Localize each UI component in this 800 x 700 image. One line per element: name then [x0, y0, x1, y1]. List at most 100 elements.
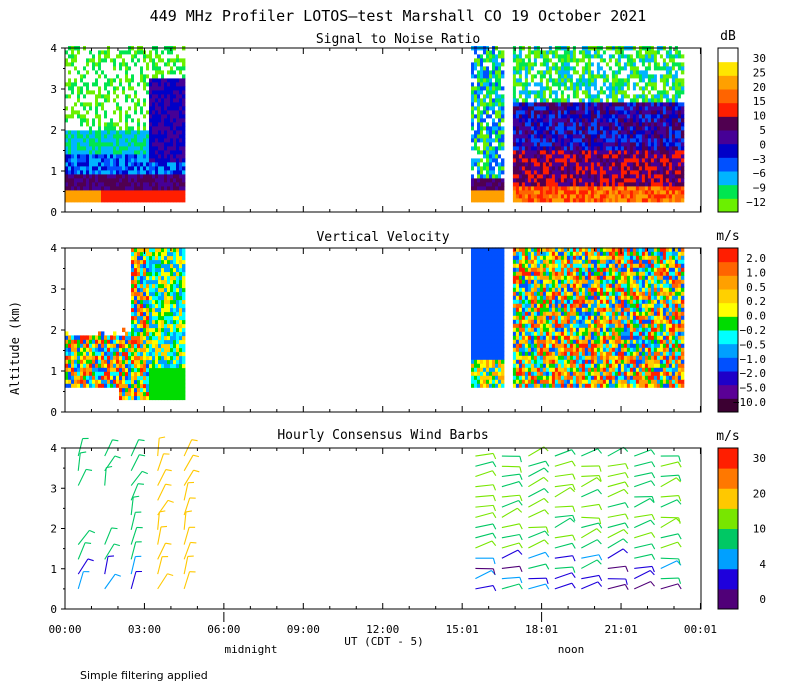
snr-cell — [605, 114, 610, 119]
snr-cell — [530, 54, 535, 59]
snr-cell — [80, 142, 84, 147]
snr-cell — [104, 114, 108, 119]
velocity-cell — [146, 303, 150, 309]
snr-cell — [566, 66, 571, 71]
snr-cell — [638, 110, 643, 115]
snr-cell — [104, 162, 108, 167]
velocity-cell — [68, 359, 72, 364]
snr-cell — [140, 74, 144, 79]
snr-cell — [83, 198, 87, 203]
snr-cell — [131, 198, 135, 203]
snr-cell — [77, 74, 81, 79]
snr-cell — [653, 186, 658, 191]
snr-cell — [647, 110, 652, 115]
velocity-cell — [65, 351, 69, 356]
snr-cell — [161, 126, 165, 131]
snr-cell — [590, 106, 595, 111]
velocity-cell — [134, 251, 138, 257]
snr-cell — [677, 174, 682, 179]
snr-cell — [74, 122, 78, 127]
snr-cell — [500, 150, 505, 155]
snr-cell — [611, 142, 616, 147]
snr-cell — [176, 66, 180, 71]
snr-cell — [596, 130, 601, 135]
snr-cell — [581, 74, 586, 79]
snr-cell — [611, 198, 616, 203]
snr-cell — [521, 62, 526, 67]
snr-cell — [536, 162, 541, 167]
snr-cell — [518, 178, 523, 183]
snr-cell — [476, 158, 481, 163]
snr-cell — [626, 82, 631, 87]
snr-cell — [572, 102, 577, 107]
snr-cell — [566, 62, 571, 67]
snr-cell — [620, 118, 625, 123]
snr-cell — [563, 134, 568, 139]
snr-cell — [143, 122, 147, 127]
snr-cell — [131, 162, 135, 167]
velocity-cell — [143, 283, 147, 289]
snr-cell — [149, 154, 153, 159]
snr-cell — [146, 170, 150, 175]
snr-cell — [173, 94, 177, 99]
snr-cell — [110, 106, 114, 111]
snr-cell — [74, 106, 78, 111]
snr-cell — [593, 54, 598, 59]
velocity-cell — [149, 355, 153, 361]
snr-cell — [149, 86, 153, 91]
snr-cell — [161, 174, 165, 179]
velocity-cell — [89, 335, 93, 340]
snr-cell — [614, 198, 619, 203]
snr-cell — [113, 58, 117, 63]
snr-cell — [65, 142, 69, 147]
snr-cell — [548, 86, 553, 91]
snr-cell — [584, 126, 589, 131]
snr-cell — [581, 146, 586, 151]
snr-cell — [110, 174, 114, 179]
snr-cell — [173, 82, 177, 87]
snr-cell — [95, 114, 99, 119]
velocity-cell — [158, 335, 162, 341]
snr-cell — [107, 74, 111, 79]
snr-cell — [515, 186, 520, 191]
snr-cell — [566, 198, 571, 203]
snr-cell — [173, 114, 177, 119]
snr-cell — [668, 142, 673, 147]
velocity-cell — [110, 351, 114, 356]
snr-cell — [626, 142, 631, 147]
snr-cell — [656, 78, 661, 83]
snr-cell — [581, 118, 586, 123]
snr-cell — [497, 186, 502, 191]
snr-cell — [566, 58, 571, 63]
snr-cell — [173, 194, 177, 199]
snr-cell — [122, 126, 126, 131]
snr-cell — [101, 170, 105, 175]
snr-cell — [521, 134, 526, 139]
snr-cell — [140, 142, 144, 147]
snr-cell — [176, 154, 180, 159]
snr-cell — [161, 138, 165, 143]
snr-cell — [146, 70, 150, 75]
velocity-cell — [122, 391, 126, 397]
snr-cell — [521, 182, 526, 187]
colorbar-label: 20 — [753, 81, 766, 94]
velocity-cell — [125, 339, 129, 345]
snr-cell — [530, 198, 535, 203]
snr-cell — [644, 194, 649, 199]
snr-cell — [473, 94, 478, 99]
snr-cell — [128, 134, 132, 139]
velocity-cell — [71, 379, 75, 384]
velocity-cell — [131, 263, 135, 269]
velocity-cell — [80, 343, 84, 348]
snr-cell — [533, 50, 538, 55]
snr-cell — [638, 54, 643, 59]
velocity-cell — [77, 367, 81, 372]
snr-cell — [593, 102, 598, 107]
snr-cell — [83, 82, 87, 87]
snr-cell — [617, 142, 622, 147]
snr-cell — [143, 190, 147, 195]
snr-cell — [584, 54, 589, 59]
velocity-cell — [98, 379, 102, 384]
snr-cell — [77, 70, 81, 75]
snr-cell — [551, 86, 556, 91]
